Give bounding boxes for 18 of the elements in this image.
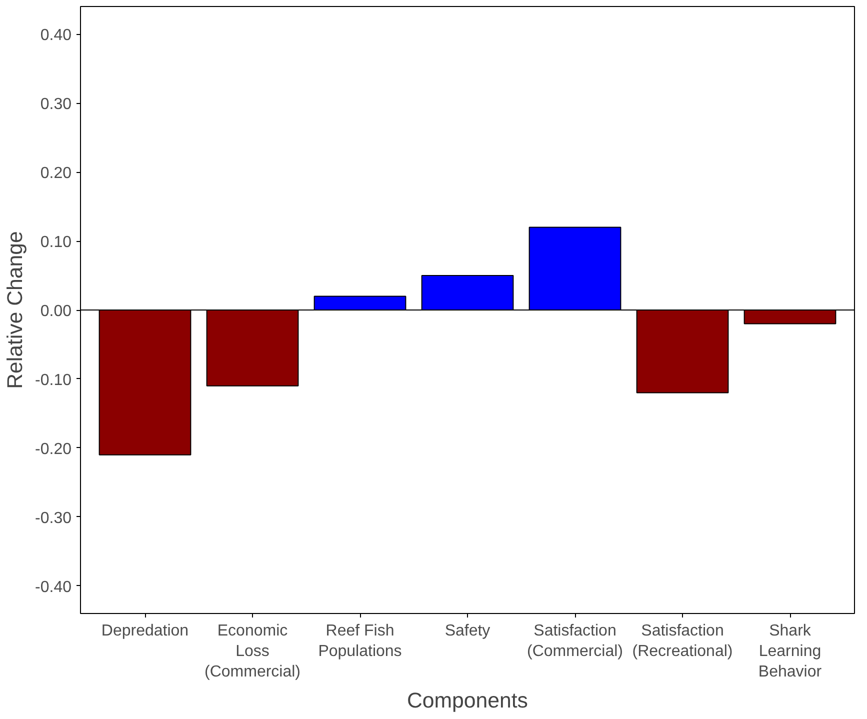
y-tick-label: -0.30 [35,510,72,527]
y-axis-title: Relative Change [3,231,28,389]
y-tick-label: -0.40 [35,578,72,596]
x-tick-label: Depredation [101,622,189,640]
y-tick-label: 0.20 [40,165,72,182]
x-tick-label: Satisfaction (Recreational) [632,622,733,660]
x-tick-label: Shark Learning Behavior [758,622,822,680]
y-tick-label: 0.40 [40,27,72,44]
x-tick-label: Safety [444,622,490,640]
y-tick-label: -0.20 [35,440,72,458]
y-tick-label: 0.00 [40,303,72,320]
x-tick-label: Economic Loss (Commercial) [204,622,300,680]
x-tick-label: Satisfaction (Commercial) [527,622,623,660]
y-tick-label: -0.10 [35,372,72,389]
x-axis-title: Components [407,688,528,712]
y-tick-label: 0.30 [40,96,72,114]
y-tick-label: 0.10 [40,234,72,252]
x-tick-label: Reef Fish Populations [318,622,402,660]
